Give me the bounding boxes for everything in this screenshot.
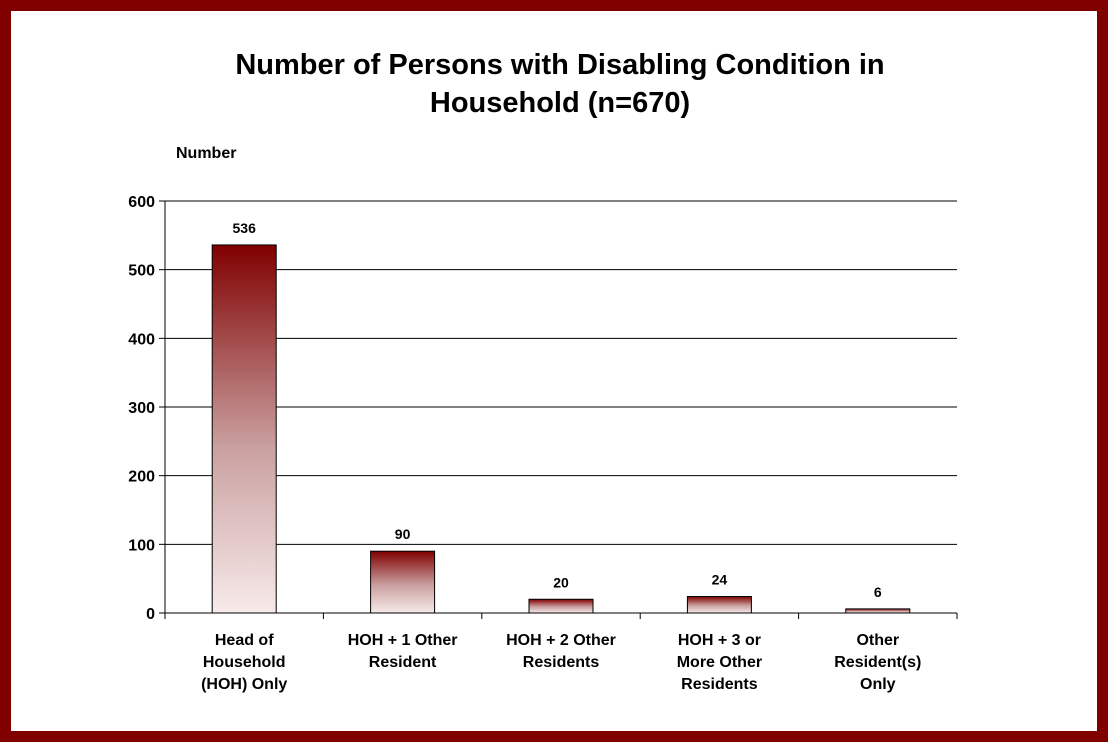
x-tick-label: HOH + 1 Other xyxy=(348,632,458,649)
data-label: 20 xyxy=(553,574,569,590)
y-tick-label: 400 xyxy=(128,331,155,348)
chart-title-line-1: Number of Persons with Disabling Conditi… xyxy=(235,49,885,81)
x-tick-label: Only xyxy=(860,676,896,693)
x-tick-label: Head of xyxy=(215,632,274,649)
x-tick-label: Resident(s) xyxy=(834,654,921,671)
x-tick-label: Resident xyxy=(369,654,437,671)
y-tick-label: 200 xyxy=(128,469,155,486)
y-tick-label: 0 xyxy=(146,606,155,623)
x-tick-label: Residents xyxy=(523,654,600,671)
x-tick-label: HOH + 2 Other xyxy=(506,632,616,649)
y-tick-label: 500 xyxy=(128,263,155,280)
x-tick-label: Household xyxy=(203,654,286,671)
data-label: 536 xyxy=(233,220,257,236)
bar xyxy=(370,550,436,614)
y-tick-label: 600 xyxy=(128,194,155,211)
chart-title: Number of Persons with Disabling Conditi… xyxy=(100,46,1020,122)
data-label: 6 xyxy=(874,584,882,600)
bar xyxy=(845,608,911,614)
data-label: 90 xyxy=(395,526,411,542)
x-tick-label: Other xyxy=(856,632,899,649)
y-tick-label: 300 xyxy=(128,400,155,417)
bar xyxy=(528,598,594,614)
x-tick-label: More Other xyxy=(677,654,762,671)
x-tick-label: HOH + 3 or xyxy=(678,632,761,649)
data-label: 24 xyxy=(712,572,728,588)
bar xyxy=(211,244,277,614)
x-tick-label: (HOH) Only xyxy=(201,676,287,693)
x-tick-label: Residents xyxy=(681,676,758,693)
chart-title-line-2: Household (n=670) xyxy=(429,87,691,119)
y-tick-label: 100 xyxy=(128,537,155,554)
y-axis-label: Number xyxy=(176,145,237,162)
bar xyxy=(686,596,752,614)
